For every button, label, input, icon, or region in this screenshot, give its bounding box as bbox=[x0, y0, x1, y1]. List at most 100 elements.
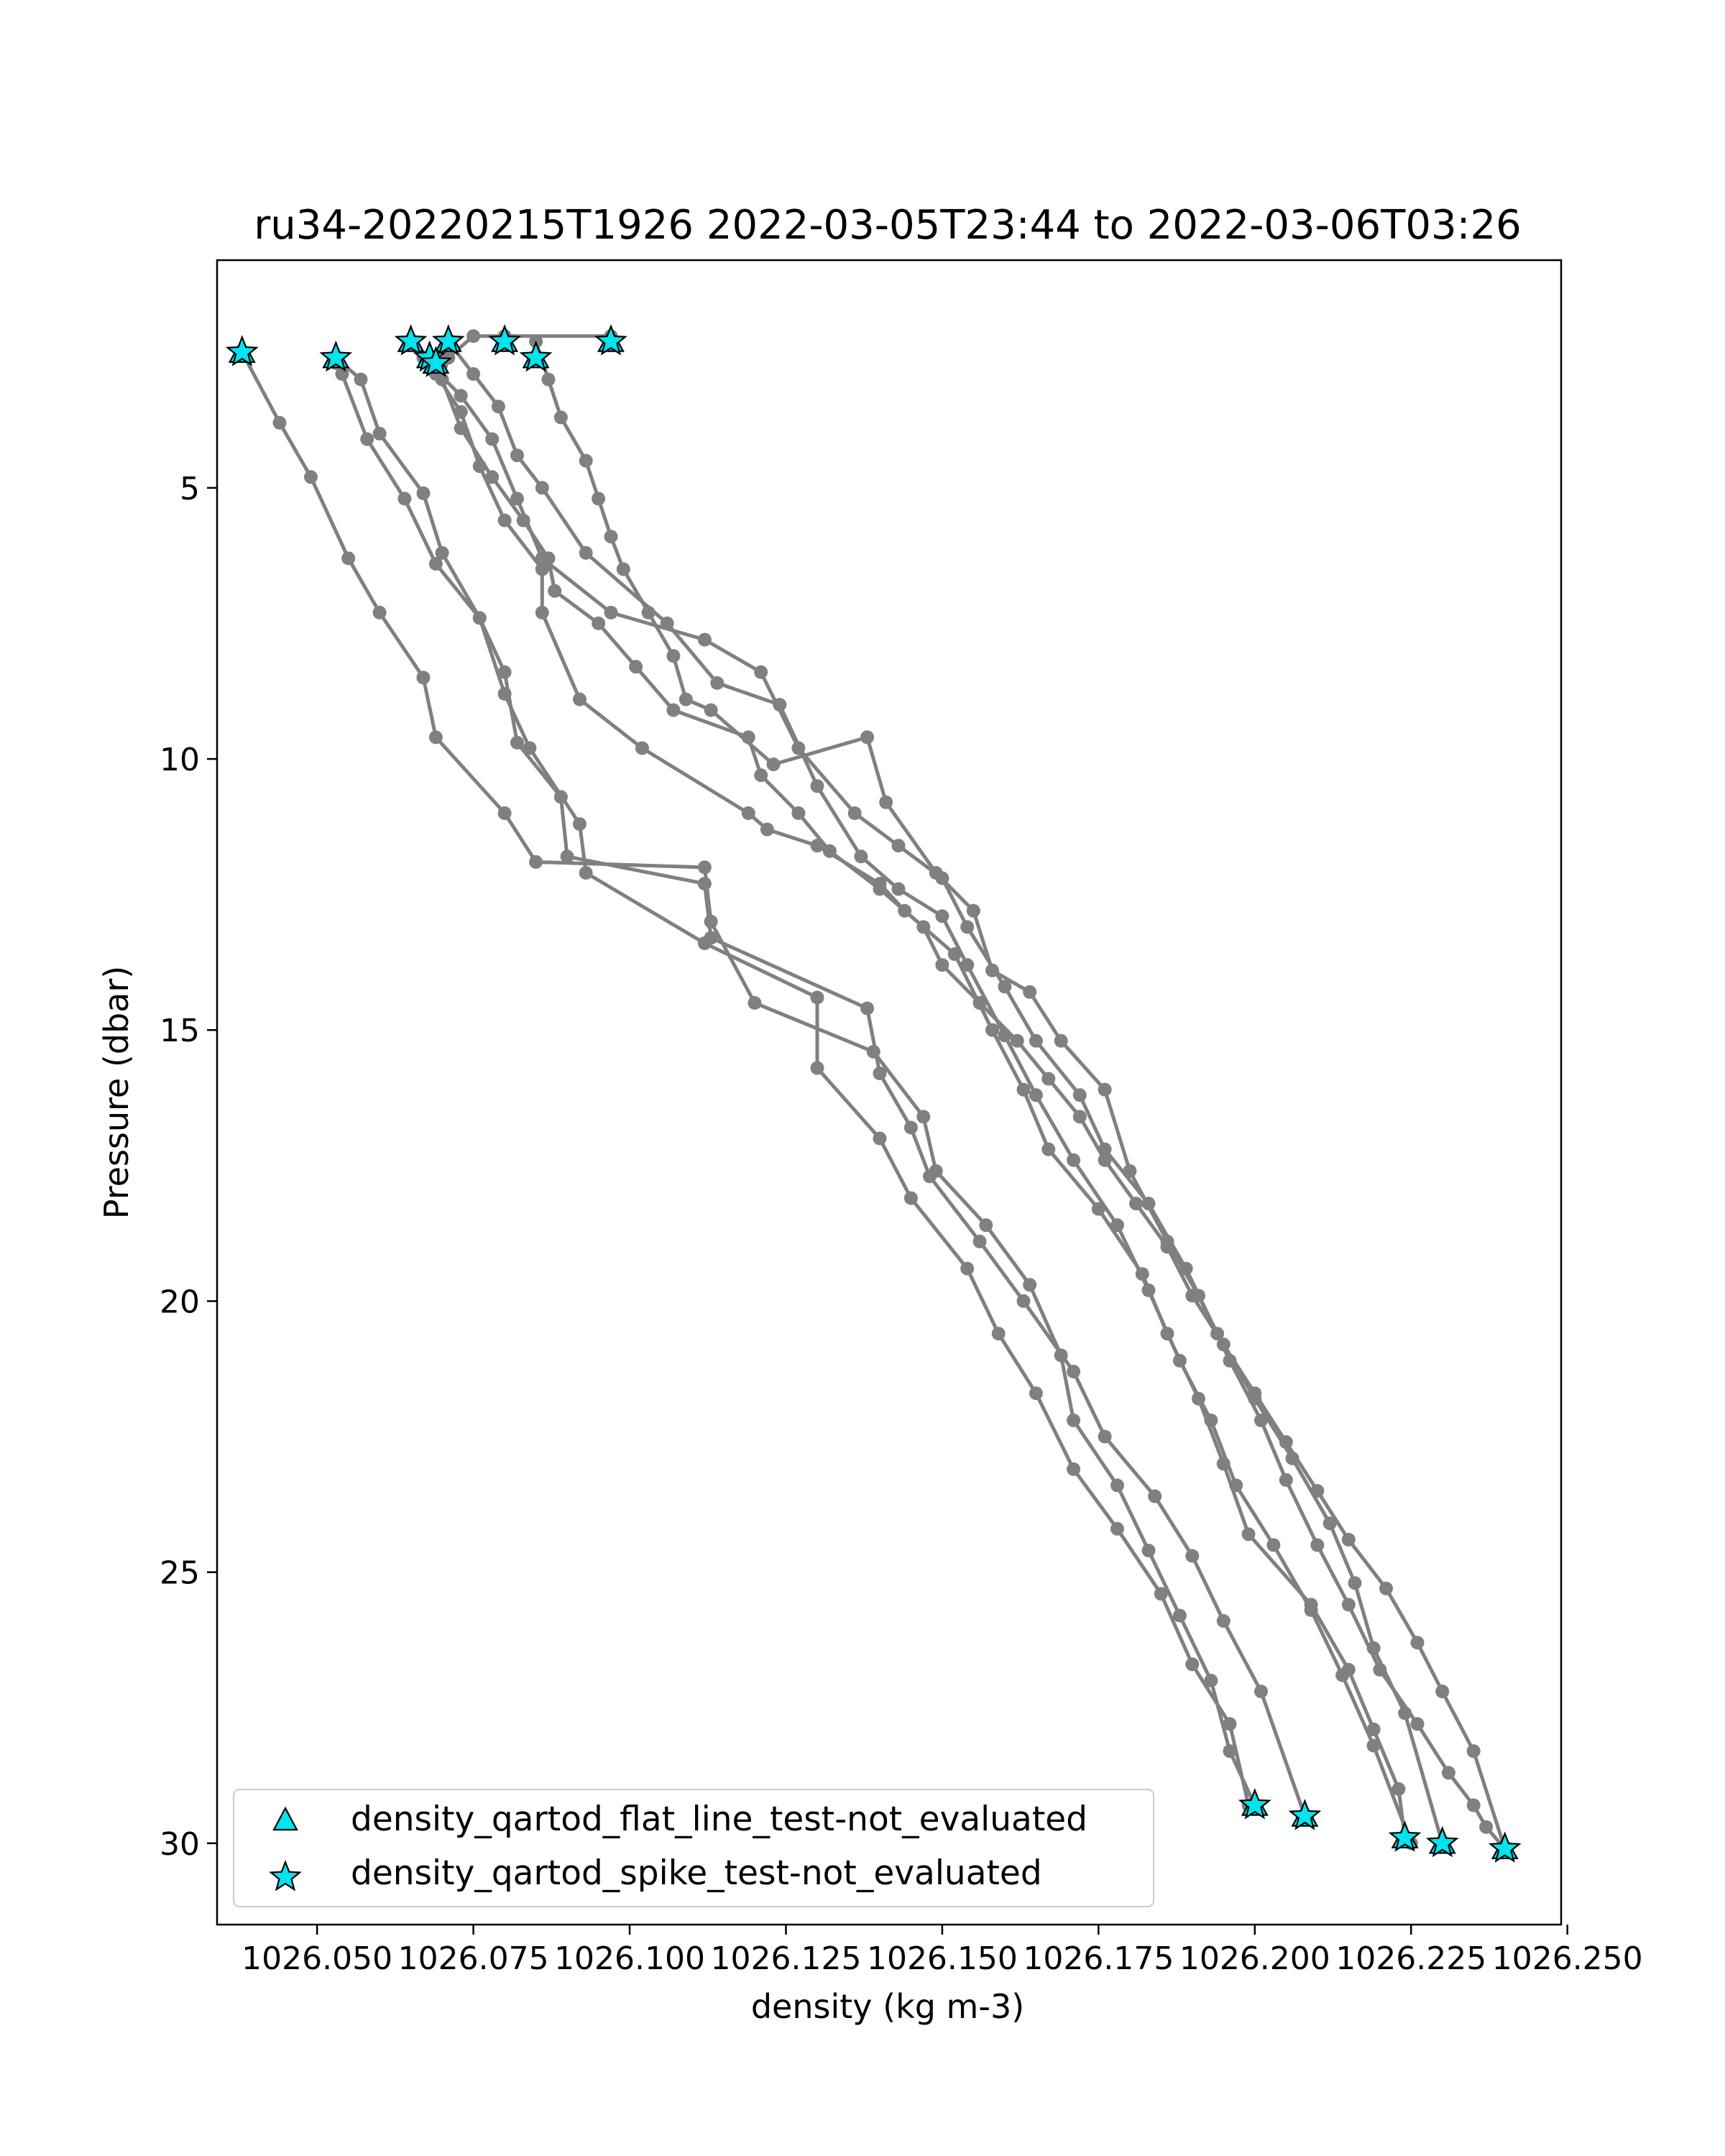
profile-point bbox=[1254, 1413, 1268, 1427]
chart-title: ru34-20220215T1926 2022-03-05T23:44 to 2… bbox=[254, 202, 1521, 249]
profile-point bbox=[847, 806, 862, 820]
profile-point bbox=[1279, 1473, 1293, 1487]
profile-point bbox=[660, 616, 674, 630]
profile-point bbox=[754, 768, 768, 783]
profile-point bbox=[891, 882, 906, 896]
profile-point bbox=[1160, 1240, 1174, 1254]
x-axis-ticks: 1026.050 1026.075 1026.100 1026.125 1026.150… bbox=[242, 1925, 1643, 1977]
profile-point bbox=[1110, 1478, 1124, 1493]
profile-point bbox=[1248, 1386, 1262, 1401]
x-tick-label: 1026.225 bbox=[1335, 1940, 1486, 1977]
profile-point bbox=[903, 1191, 918, 1205]
profile-point bbox=[810, 990, 824, 1005]
profile-point bbox=[854, 849, 868, 864]
profile-point bbox=[1322, 1516, 1337, 1531]
legend: density_qartod_flat_line_test-not_evalua… bbox=[233, 1789, 1154, 1907]
profile-point bbox=[560, 849, 574, 864]
profile-point bbox=[1185, 1549, 1200, 1563]
profile-point bbox=[1072, 1088, 1087, 1102]
profile-point bbox=[773, 698, 787, 712]
spike-test-marker bbox=[394, 324, 428, 356]
x-tick-label: 1026.175 bbox=[1023, 1940, 1174, 1977]
y-tick-label: 10 bbox=[160, 742, 200, 778]
profile-point bbox=[635, 741, 649, 755]
profile-point bbox=[1072, 1110, 1087, 1124]
x-tick-label: 1026.100 bbox=[554, 1940, 705, 1977]
profile-point bbox=[972, 1235, 987, 1248]
profile-point bbox=[1216, 1337, 1230, 1352]
profile-line-4 bbox=[409, 340, 1407, 1838]
profile-point bbox=[579, 866, 593, 880]
profile-point bbox=[1029, 1088, 1043, 1102]
profile-point bbox=[510, 448, 524, 463]
profile-point bbox=[1216, 1614, 1230, 1628]
profile-point bbox=[1098, 1153, 1112, 1167]
profile-point bbox=[1023, 985, 1037, 999]
profile-point bbox=[1241, 1527, 1256, 1542]
profile-point bbox=[741, 730, 755, 745]
profile-point bbox=[697, 860, 712, 875]
profile-line-5 bbox=[422, 356, 1445, 1844]
profile-point bbox=[491, 400, 505, 414]
profile-point bbox=[1110, 1521, 1124, 1536]
spike-test-marker bbox=[1288, 1799, 1322, 1830]
profile-point bbox=[960, 1261, 975, 1276]
profile-point bbox=[873, 882, 887, 896]
profile-point bbox=[935, 909, 949, 923]
profile-point bbox=[541, 551, 556, 566]
legend-label-spike: density_qartod_spike_test-not_evaluated bbox=[351, 1853, 1042, 1893]
profile-point bbox=[1410, 1636, 1425, 1650]
profile-point bbox=[1229, 1478, 1243, 1493]
profile-point bbox=[1148, 1489, 1162, 1503]
profile-point bbox=[791, 806, 806, 820]
profile-point bbox=[1054, 1033, 1068, 1048]
legend-label-flat-line: density_qartod_flat_line_test-not_evalua… bbox=[351, 1800, 1087, 1839]
profile-point bbox=[1185, 1657, 1200, 1672]
profile-point bbox=[1266, 1538, 1281, 1552]
profile-point bbox=[1479, 1820, 1494, 1834]
profile-point bbox=[341, 551, 356, 566]
profile-point bbox=[891, 839, 906, 853]
plot-area bbox=[225, 324, 1522, 1863]
profile-point bbox=[428, 557, 443, 571]
y-axis-ticks: 5 10 15 20 25 30 bbox=[160, 471, 217, 1863]
profile-point bbox=[873, 1067, 887, 1081]
x-tick-label: 1026.050 bbox=[242, 1940, 392, 1977]
profile-point bbox=[929, 866, 943, 880]
profile-point bbox=[1129, 1197, 1144, 1211]
profile-point bbox=[991, 1327, 1006, 1341]
spike-test-marker bbox=[225, 335, 259, 367]
profile-point bbox=[966, 903, 980, 918]
profile-point bbox=[579, 453, 593, 468]
profile-point bbox=[666, 649, 681, 663]
profile-point bbox=[1041, 1072, 1056, 1086]
profile-point bbox=[985, 963, 999, 977]
profile-point bbox=[1016, 1082, 1031, 1097]
profile-point bbox=[454, 389, 468, 403]
profile-point bbox=[1067, 1365, 1081, 1378]
profile-point bbox=[998, 980, 1012, 994]
spike-test-marker bbox=[1238, 1787, 1271, 1820]
profile-point bbox=[592, 616, 606, 630]
profile-point bbox=[535, 605, 549, 619]
profile-point bbox=[541, 372, 556, 387]
profile-point bbox=[579, 545, 593, 560]
profile-point bbox=[985, 1023, 999, 1037]
spike-test-marker bbox=[519, 340, 553, 372]
profile-point bbox=[1016, 1294, 1031, 1308]
profile-point bbox=[1067, 1413, 1081, 1427]
profile-line-7 bbox=[534, 341, 1506, 1851]
profile-point bbox=[860, 1001, 875, 1015]
x-tick-label: 1026.250 bbox=[1492, 1940, 1643, 1977]
profile-point bbox=[1172, 1353, 1187, 1368]
profile-point bbox=[416, 486, 431, 500]
profile-point bbox=[873, 1131, 887, 1146]
profile-point bbox=[678, 692, 693, 706]
profile-point bbox=[1067, 1462, 1081, 1476]
profile-point bbox=[529, 854, 543, 869]
profile-point bbox=[1310, 1484, 1325, 1498]
profile-point bbox=[397, 492, 412, 506]
profile-point bbox=[704, 931, 718, 945]
axes-frame bbox=[216, 259, 1563, 1926]
profile-point bbox=[472, 611, 487, 625]
